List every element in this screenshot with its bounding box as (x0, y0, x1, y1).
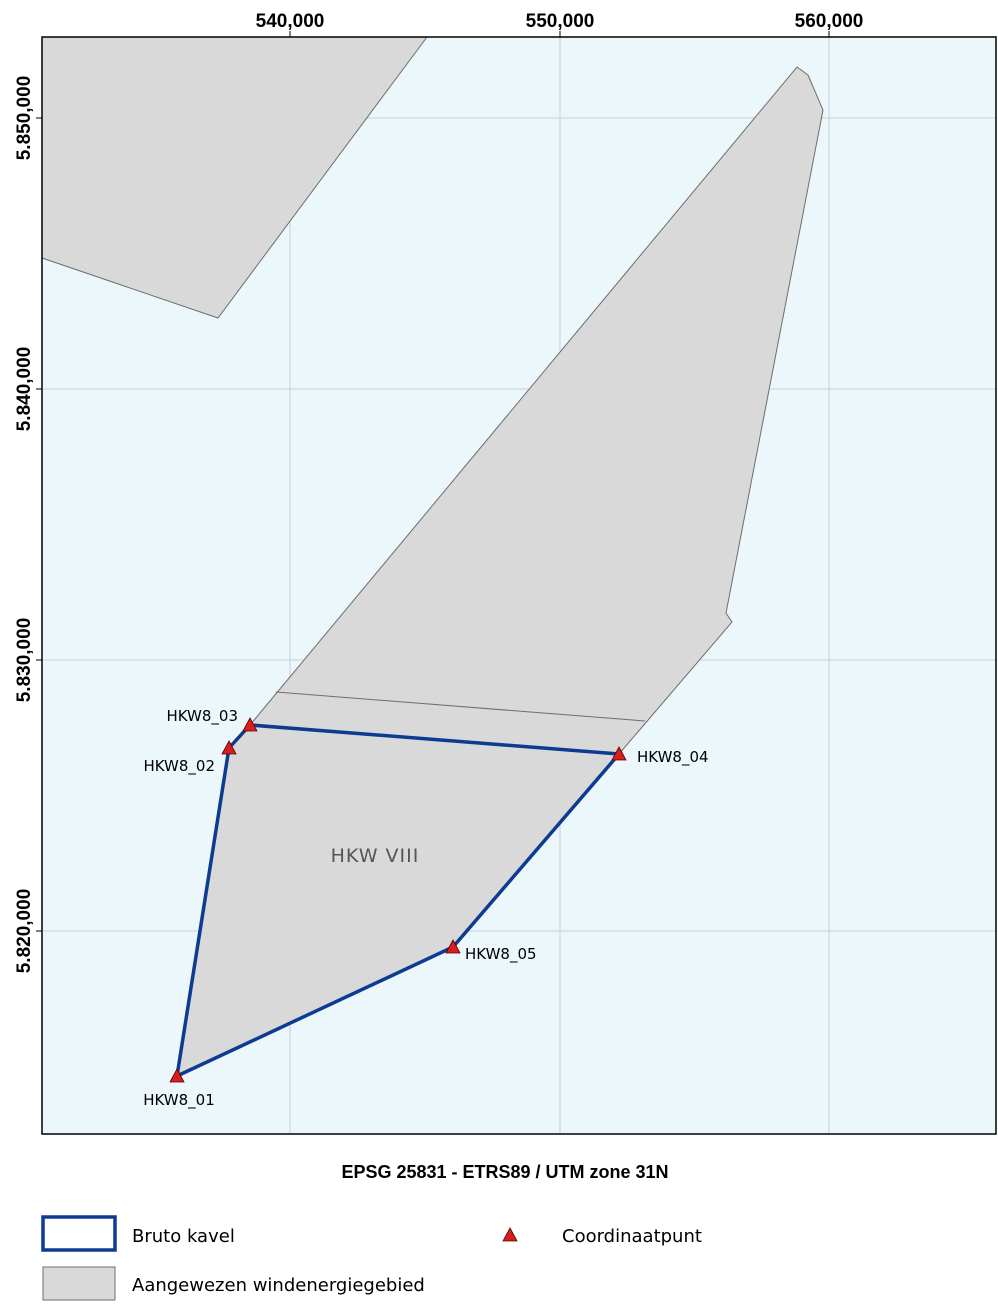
point-marker-hkw8-02 (221, 740, 237, 755)
point-marker-hkw8-03 (242, 717, 258, 732)
point-marker-hkw8-05 (445, 939, 461, 954)
x-tick-label-560000: 560,000 (795, 11, 864, 32)
legend-swatch-coordinaatpunt (502, 1227, 518, 1242)
coordinate-points: HKW8_01 HKW8_02 HKW8_03 HKW8_04 HKW8_05 (143, 707, 708, 1110)
legend-label-windgebied: Aangewezen windenergiegebied (132, 1275, 425, 1296)
legend-label-bruto-kavel: Bruto kavel (132, 1226, 235, 1247)
y-tick-label-5830000: 5.830,000 (14, 618, 35, 703)
legend-label-coordinaatpunt: Coordinaatpunt (562, 1226, 702, 1247)
y-tick-label-5820000: 5.820,000 (14, 889, 35, 974)
point-label-hkw8-03: HKW8_03 (166, 707, 238, 726)
legend: Bruto kavel Aangewezen windenergiegebied… (41, 1215, 702, 1301)
legend-swatch-bruto-kavel (41, 1215, 117, 1252)
point-label-hkw8-02: HKW8_02 (143, 757, 215, 776)
point-marker-hkw8-01 (169, 1068, 185, 1083)
point-label-hkw8-04: HKW8_04 (637, 748, 709, 767)
point-marker-hkw8-04 (611, 746, 627, 761)
x-tick-marks (289, 31, 830, 37)
x-tick-label-540000: 540,000 (256, 11, 325, 32)
legend-swatch-windgebied (42, 1266, 116, 1301)
point-label-hkw8-05: HKW8_05 (465, 945, 537, 964)
y-tick-label-5850000: 5.850,000 (14, 76, 35, 161)
y-tick-marks (36, 117, 42, 932)
y-tick-label-5840000: 5.840,000 (14, 347, 35, 432)
map-frame (41, 36, 997, 1135)
wind-area-division-line (275, 691, 646, 722)
area-label: HKW VIII (331, 845, 420, 867)
x-tick-label-550000: 550,000 (526, 11, 595, 32)
bruto-kavel-outline (175, 723, 621, 1078)
point-label-hkw8-01: HKW8_01 (143, 1091, 215, 1110)
crs-label: EPSG 25831 - ETRS89 / UTM zone 31N (341, 1162, 668, 1182)
